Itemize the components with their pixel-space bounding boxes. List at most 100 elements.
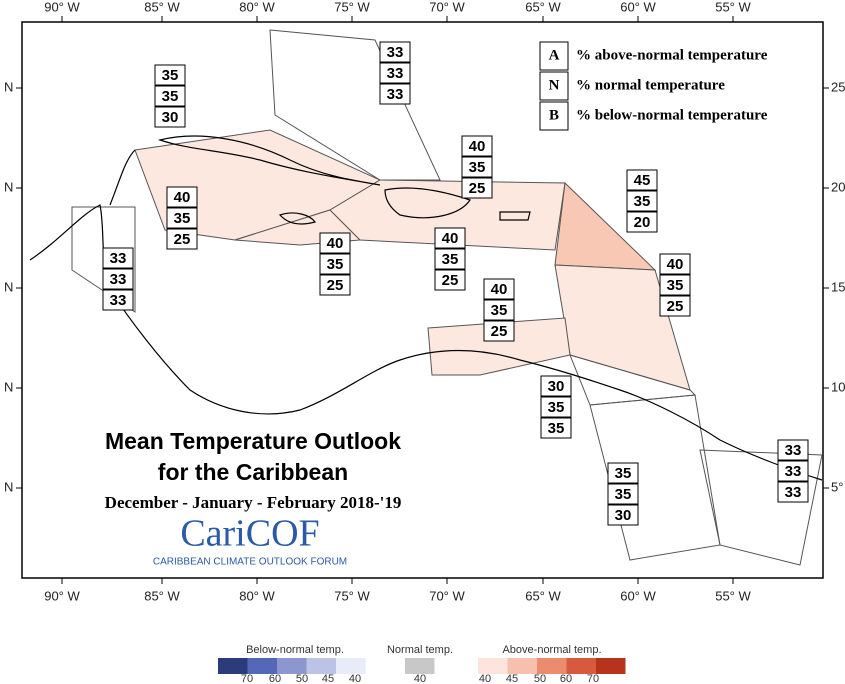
top-axis-label: 60° W	[620, 0, 656, 14]
colorbar-tick: 40	[479, 673, 491, 684]
prob-value: 25	[667, 298, 684, 315]
prob-box	[379, 83, 411, 105]
left-axis-label: N	[4, 179, 13, 194]
prob-value: 40	[667, 256, 684, 273]
colorbar-label: Below-normal temp.	[246, 644, 344, 656]
prob-box	[540, 375, 572, 397]
prob-box	[319, 274, 351, 296]
top-axis-label: 75° W	[334, 0, 370, 14]
prob-value: 35	[667, 277, 684, 294]
legend-keys	[539, 41, 569, 131]
prob-box	[319, 232, 351, 254]
legend-key: B	[549, 107, 559, 123]
prob-box	[607, 462, 639, 484]
prob-box	[659, 274, 691, 296]
prob-box	[166, 228, 198, 250]
prob-value: 35	[162, 88, 179, 105]
legend-key: A	[549, 47, 560, 63]
prob-box	[659, 295, 691, 317]
prob-value: 33	[110, 292, 127, 309]
prob-value: 35	[634, 193, 651, 210]
prob-value: 25	[442, 272, 459, 289]
prob-box	[434, 227, 466, 249]
colorbar-tick: 45	[322, 673, 334, 684]
prob-box	[777, 439, 809, 461]
prob-value: 30	[162, 109, 179, 126]
prob-value: 45	[634, 172, 651, 189]
colorbar-swatch	[566, 658, 596, 674]
prob-value: 35	[548, 399, 565, 416]
colorbar-tick: 40	[349, 673, 361, 684]
bottom-axis-label: 90° W	[44, 588, 80, 603]
prob-value: 40	[442, 230, 459, 247]
colorbar-tick: 70	[241, 673, 253, 684]
prob-value: 35	[548, 420, 565, 437]
left-axis-label: N	[4, 379, 13, 394]
period: December - January - February 2018-'19	[105, 493, 402, 512]
prob-value: 30	[548, 378, 565, 395]
bottom-axis-label: 60° W	[620, 588, 656, 603]
top-axis-label: 55° W	[715, 0, 751, 14]
prob-value: 35	[162, 67, 179, 84]
legend-label: % above-normal temperature	[576, 47, 768, 63]
top-axis-label: 80° W	[239, 0, 275, 14]
prob-value: 20	[634, 214, 651, 231]
colorbar-swatch	[218, 658, 248, 674]
prob-box	[319, 253, 351, 275]
colorbar-tick: 50	[534, 673, 546, 684]
prob-box	[483, 299, 515, 321]
prob-value: 35	[491, 302, 508, 319]
prob-value: 33	[110, 271, 127, 288]
prob-value: 33	[785, 484, 802, 501]
prob-box	[626, 190, 658, 212]
prob-box	[540, 417, 572, 439]
bottom-axis-label: 85° W	[144, 588, 180, 603]
prob-value: 35	[442, 251, 459, 268]
prob-box	[102, 289, 134, 311]
prob-box	[434, 248, 466, 270]
colorbar-tick: 45	[506, 673, 518, 684]
prob-box	[379, 41, 411, 63]
left-axis-label: N	[4, 479, 13, 494]
colorbar-label: Normal temp.	[387, 644, 453, 656]
top-axis-label: 65° W	[525, 0, 561, 14]
left-axis-label: N	[4, 79, 13, 94]
right-axis-label: 25	[831, 79, 845, 94]
prob-box	[461, 135, 493, 157]
colorbar-swatch	[596, 658, 626, 674]
top-axis-label: 70° W	[429, 0, 465, 14]
top-axis-label: 90° W	[44, 0, 80, 14]
prob-box	[607, 504, 639, 526]
right-axis-label: 20	[831, 179, 845, 194]
prob-value: 40	[174, 189, 191, 206]
prob-box	[461, 156, 493, 178]
left-axis-label: N	[4, 279, 13, 294]
prob-value: 25	[174, 231, 191, 248]
prob-box	[154, 106, 186, 128]
prob-box	[626, 169, 658, 191]
prob-box	[434, 269, 466, 291]
prob-value: 35	[615, 486, 632, 503]
prob-value: 35	[327, 256, 344, 273]
colorbar-swatch	[336, 658, 366, 674]
prob-box	[483, 320, 515, 342]
prob-box	[166, 207, 198, 229]
bottom-axis-label: 65° W	[525, 588, 561, 603]
prob-value: 35	[469, 159, 486, 176]
prob-value: 33	[387, 86, 404, 103]
prob-value: 35	[174, 210, 191, 227]
prob-box	[154, 64, 186, 86]
prob-value: 33	[785, 463, 802, 480]
colorbar-swatch	[405, 658, 435, 674]
colorbar-tick: 60	[269, 673, 281, 684]
title-line: for the Caribbean	[158, 459, 348, 485]
prob-value: 25	[327, 277, 344, 294]
prob-box	[540, 396, 572, 418]
right-axis-label: 10	[831, 379, 845, 394]
prob-value: 30	[615, 507, 632, 524]
colorbar-tick: 50	[296, 673, 308, 684]
prob-box	[626, 211, 658, 233]
legend-label: % normal temperature	[576, 77, 725, 93]
prob-box	[461, 177, 493, 199]
